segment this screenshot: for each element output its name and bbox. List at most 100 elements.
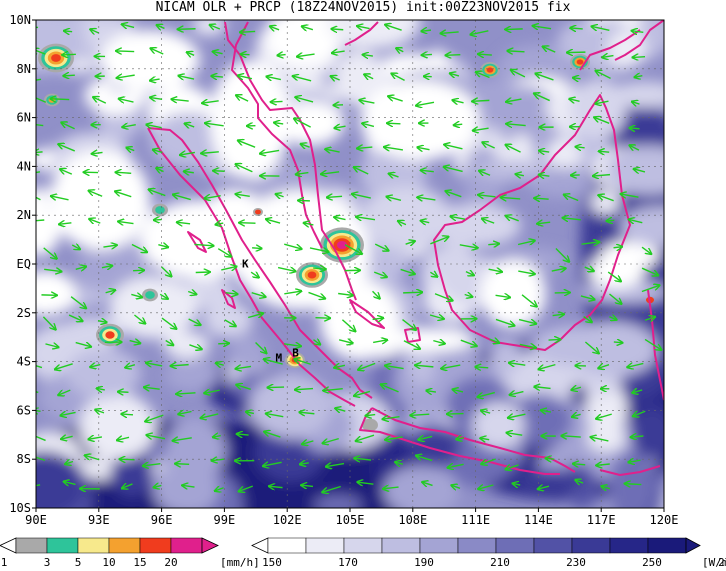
wind-arrow <box>171 99 189 101</box>
wind-arrow <box>472 100 490 101</box>
precip-colorbar-swatch <box>46 537 79 554</box>
wind-arrow <box>506 124 526 126</box>
wind-arrow <box>122 125 136 128</box>
precip-cell <box>142 288 158 302</box>
wind-arrow <box>156 168 164 172</box>
y-tick-label: 2N <box>17 208 31 222</box>
station-label-m: M <box>276 352 283 365</box>
wind-arrow <box>517 241 535 245</box>
wind-arrow <box>224 319 236 326</box>
station-label-b: B <box>292 347 299 360</box>
wind-arrow <box>518 271 535 274</box>
olr-colorbar-label: 270 <box>718 556 726 569</box>
wind-arrow <box>628 460 641 462</box>
wind-arrow <box>426 391 437 393</box>
wind-arrow <box>58 389 71 395</box>
wind-arrow <box>126 148 135 151</box>
wind-arrow <box>146 125 162 128</box>
wind-arrow <box>478 195 496 197</box>
olr-cell <box>531 326 617 367</box>
wind-arrow <box>115 191 132 198</box>
x-tick-label: 96E <box>151 513 173 527</box>
wind-arrow <box>299 412 315 414</box>
wind-arrow <box>105 290 116 293</box>
wind-arrow <box>609 293 621 304</box>
olr-colorbar-low-cap <box>251 537 269 554</box>
wind-arrow <box>300 463 309 465</box>
wind-arrow <box>633 169 646 172</box>
precip-colorbar-swatch <box>108 537 141 554</box>
wind-arrow <box>632 57 646 58</box>
wind-arrow <box>596 464 610 465</box>
olr-cell <box>606 29 647 69</box>
wind-arrow <box>215 488 224 491</box>
olr-colorbar-swatch <box>267 537 307 554</box>
olr-colorbar-label: 150 <box>262 556 282 569</box>
wind-arrow <box>235 366 252 368</box>
coast-lesser-sunda <box>599 465 661 476</box>
wind-arrow <box>36 365 43 369</box>
wind-arrow <box>36 196 41 201</box>
wind-arrow <box>511 70 526 78</box>
wind-arrow <box>97 321 107 323</box>
wind-arrow <box>175 464 190 465</box>
wind-arrow <box>374 243 389 251</box>
wind-arrow <box>159 294 168 299</box>
wind-arrow <box>386 197 402 201</box>
wind-arrow <box>64 31 73 32</box>
wind-arrow <box>629 128 640 129</box>
wind-arrow <box>334 126 346 128</box>
wind-arrow <box>400 268 415 274</box>
station-labels: K M B <box>242 258 299 365</box>
wind-arrow <box>323 389 343 391</box>
olr-cell <box>408 426 460 468</box>
wind-arrow <box>575 480 584 483</box>
olr-colorbar-unit: [W/m^2] <box>702 556 726 569</box>
wind-arrow <box>477 391 495 398</box>
olr-colorbar-swatch <box>457 537 497 554</box>
olr-cell <box>383 465 460 508</box>
wind-arrow <box>204 390 220 393</box>
wind-arrow <box>388 173 399 176</box>
wind-arrow <box>598 365 610 369</box>
wind-arrow <box>301 485 314 486</box>
coast-siberut <box>221 289 236 309</box>
wind-arrow <box>598 151 610 152</box>
precip-cell <box>480 62 500 78</box>
wind-arrow <box>420 170 434 171</box>
x-tick-label: 111E <box>461 513 490 527</box>
precip-cell <box>320 227 364 263</box>
wind-arrow <box>387 123 401 124</box>
wind-vectors <box>36 24 662 492</box>
wind-arrow <box>201 152 219 154</box>
wind-arrow <box>445 191 462 198</box>
y-tick-label: 2S <box>17 306 31 320</box>
wind-arrow <box>247 313 263 317</box>
wind-arrow <box>36 484 41 487</box>
wind-arrow <box>384 147 404 150</box>
wind-arrow <box>221 266 236 270</box>
wind-arrow <box>595 101 609 104</box>
wind-arrow <box>158 245 168 248</box>
wind-arrow <box>418 436 433 439</box>
wind-arrow <box>542 46 556 53</box>
wind-arrow <box>36 124 44 127</box>
precip-cell <box>362 418 378 432</box>
wind-arrow <box>562 218 581 220</box>
wind-arrow <box>267 387 285 388</box>
precip-colorbar-swatch <box>15 537 48 554</box>
wind-arrow <box>188 318 201 325</box>
x-tick-label: 120E <box>650 513 679 527</box>
wind-arrow <box>36 171 41 174</box>
wind-arrow <box>598 195 614 202</box>
olr-cell <box>264 20 345 66</box>
coast-bangka <box>349 299 385 329</box>
wind-arrow <box>88 190 103 197</box>
wind-arrow <box>472 128 489 130</box>
wind-arrow <box>134 314 145 324</box>
wind-arrow <box>194 244 213 245</box>
wind-arrow <box>372 318 384 320</box>
olr-cell <box>203 302 253 338</box>
wind-arrow <box>552 314 565 315</box>
y-axis: 10N 8N 6N 4N 2N EQ 2S 4S 6S 8S 10S <box>9 13 36 515</box>
